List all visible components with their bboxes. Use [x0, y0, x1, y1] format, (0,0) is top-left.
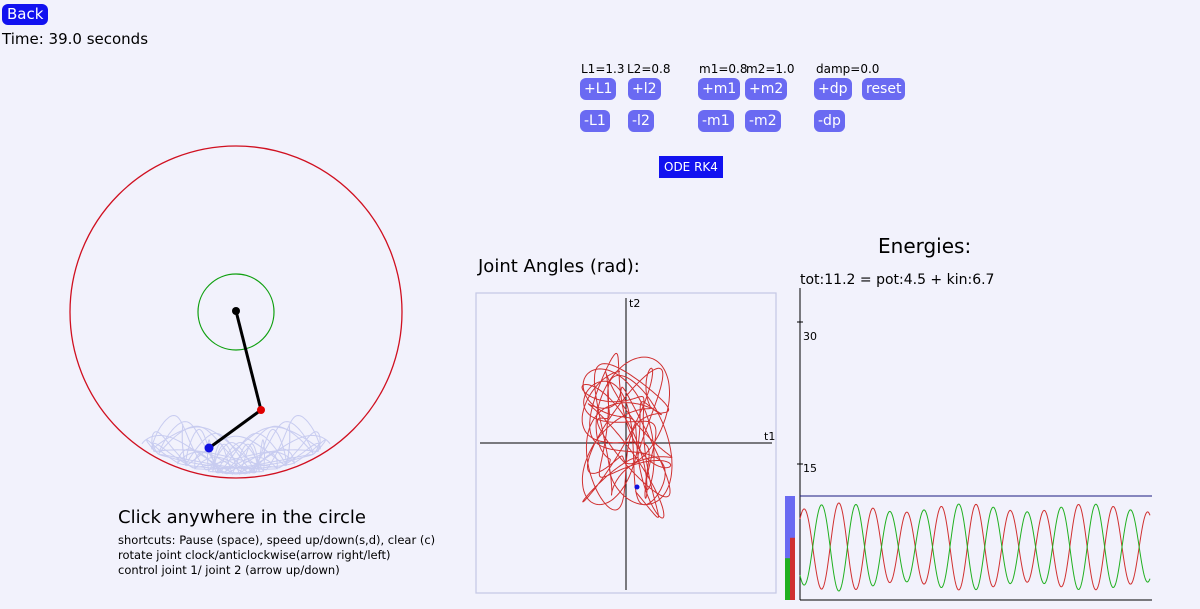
energies-title: Energies:: [878, 234, 972, 258]
energy-bars: [785, 496, 795, 600]
kinetic-energy-bar-red: [790, 537, 795, 600]
trail-loop: [176, 448, 296, 475]
reset-button[interactable]: reset: [862, 78, 906, 100]
increase-m1-button[interactable]: +m1: [698, 78, 741, 100]
joint-angles-title: Joint Angles (rad):: [478, 256, 640, 277]
instruction-control: control joint 1/ joint 2 (arrow up/down): [118, 563, 340, 577]
angles-plot-frame: [475, 292, 777, 594]
back-button[interactable]: Back: [2, 4, 49, 25]
pivot-circle: [197, 273, 275, 351]
instruction-rotate: rotate joint clock/anticlockwise(arrow r…: [118, 548, 391, 562]
m2-value: m2=1.0: [746, 62, 795, 76]
instruction-shortcuts: shortcuts: Pause (space), speed up/down(…: [118, 533, 436, 547]
energy-curves: [799, 502, 1151, 592]
trail-loop: [150, 414, 322, 471]
instruction-heading: Click anywhere in the circle: [118, 507, 366, 528]
decrease-l2-button[interactable]: -l2: [628, 110, 654, 132]
increase-m2-button[interactable]: +m2: [745, 78, 788, 100]
potential-energy-bar: [785, 558, 790, 600]
decrease-l1-button[interactable]: -L1: [580, 110, 610, 132]
angles-trace-path: [581, 352, 673, 519]
angles-x-axis-label: t1: [764, 430, 775, 443]
arm-2[interactable]: [208, 408, 262, 450]
decrease-m2-button[interactable]: -m2: [745, 110, 781, 132]
damp-value: damp=0.0: [816, 62, 880, 76]
trail-loop: [151, 431, 321, 469]
energy-tick-15-label: 15: [803, 462, 817, 475]
angles-y-axis-label: t2: [629, 297, 640, 310]
m1-value: m1=0.8: [699, 62, 748, 76]
increase-l1-button[interactable]: +L1: [580, 78, 617, 100]
l1-value: L1=1.3: [581, 62, 625, 76]
time-readout: Time: 39.0 seconds: [2, 30, 149, 48]
increase-l2-button[interactable]: +l2: [628, 78, 661, 100]
angles-trace: [581, 352, 673, 519]
pendulum-trail: [141, 414, 331, 476]
decrease-m1-button[interactable]: -m1: [698, 110, 734, 132]
energy-values: tot:11.2 = pot:4.5 + kin:6.7: [800, 272, 995, 288]
trail-loop: [146, 439, 326, 469]
boundary-circle[interactable]: [69, 145, 403, 479]
joint-1-mass[interactable]: [257, 406, 265, 414]
joint-2-mass[interactable]: [204, 443, 214, 453]
arm-1[interactable]: [234, 310, 263, 411]
decrease-damping-button[interactable]: -dp: [814, 110, 845, 132]
l2-value: L2=0.8: [627, 62, 671, 76]
kinetic-energy-curve: [799, 503, 1151, 592]
trail-loop: [212, 443, 260, 476]
energy-tick-30-label: 30: [803, 330, 817, 343]
angles-current-point: [634, 484, 640, 490]
ode-solver-button[interactable]: ODE RK4: [659, 156, 723, 178]
increase-damping-button[interactable]: +dp: [814, 78, 852, 100]
potential-energy-curve: [799, 502, 1151, 591]
pivot-point: [232, 307, 240, 315]
